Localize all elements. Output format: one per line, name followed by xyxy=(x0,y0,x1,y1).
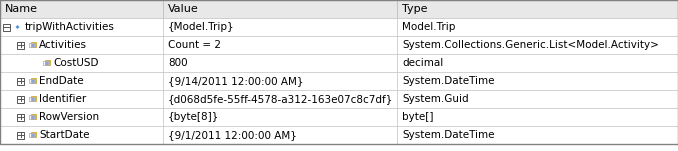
Text: Type: Type xyxy=(402,4,428,14)
Text: {d068d5fe-55ff-4578-a312-163e07c8c7df}: {d068d5fe-55ff-4578-a312-163e07c8c7df} xyxy=(168,94,393,104)
Text: {9/14/2011 12:00:00 AM}: {9/14/2011 12:00:00 AM} xyxy=(168,76,304,86)
Bar xyxy=(397,72,678,90)
Bar xyxy=(397,36,678,54)
Bar xyxy=(397,0,678,18)
Text: byte[]: byte[] xyxy=(402,112,433,122)
Bar xyxy=(0,90,163,108)
Bar xyxy=(31,114,36,119)
Bar xyxy=(29,79,35,84)
Bar xyxy=(397,126,678,144)
Text: decimal: decimal xyxy=(402,58,443,68)
Bar xyxy=(29,97,35,101)
Text: {9/1/2011 12:00:00 AM}: {9/1/2011 12:00:00 AM} xyxy=(168,130,297,140)
Bar xyxy=(0,18,163,36)
Bar xyxy=(163,108,397,126)
Text: Name: Name xyxy=(5,4,38,14)
Bar xyxy=(0,0,163,18)
Bar xyxy=(3,24,10,31)
Text: Identifier: Identifier xyxy=(39,94,86,104)
Bar xyxy=(163,36,397,54)
Text: {Model.Trip}: {Model.Trip} xyxy=(168,22,235,32)
Text: CostUSD: CostUSD xyxy=(53,58,98,68)
Polygon shape xyxy=(15,25,20,29)
Bar xyxy=(31,132,36,137)
Bar xyxy=(17,132,24,138)
Bar xyxy=(397,108,678,126)
Text: System.Guid: System.Guid xyxy=(402,94,468,104)
Bar xyxy=(163,126,397,144)
Bar xyxy=(29,133,35,137)
Bar xyxy=(17,114,24,120)
Text: tripWithActivities: tripWithActivities xyxy=(25,22,115,32)
Bar xyxy=(397,90,678,108)
Bar xyxy=(31,78,36,83)
Bar xyxy=(31,42,36,47)
Text: Value: Value xyxy=(168,4,199,14)
Text: EndDate: EndDate xyxy=(39,76,83,86)
Bar xyxy=(17,42,24,48)
Bar xyxy=(163,54,397,72)
Bar xyxy=(163,18,397,36)
Bar xyxy=(163,90,397,108)
Text: Model.Trip: Model.Trip xyxy=(402,22,456,32)
Bar xyxy=(0,126,163,144)
Text: System.DateTime: System.DateTime xyxy=(402,130,494,140)
Bar xyxy=(29,43,35,47)
Text: RowVersion: RowVersion xyxy=(39,112,99,122)
Text: Activities: Activities xyxy=(39,40,87,50)
Bar xyxy=(43,61,49,65)
Bar xyxy=(397,18,678,36)
Bar xyxy=(17,95,24,103)
Bar xyxy=(0,72,163,90)
Text: System.DateTime: System.DateTime xyxy=(402,76,494,86)
Bar xyxy=(45,60,50,65)
Text: System.Collections.Generic.List<Model.Activity>: System.Collections.Generic.List<Model.Ac… xyxy=(402,40,659,50)
Bar xyxy=(29,115,35,119)
Text: 800: 800 xyxy=(168,58,188,68)
Bar xyxy=(163,72,397,90)
Bar xyxy=(17,77,24,85)
Bar xyxy=(163,0,397,18)
Bar xyxy=(0,108,163,126)
Bar xyxy=(0,54,163,72)
Text: Count = 2: Count = 2 xyxy=(168,40,221,50)
Bar xyxy=(0,36,163,54)
Text: StartDate: StartDate xyxy=(39,130,89,140)
Bar xyxy=(31,96,36,101)
Text: {byte[8]}: {byte[8]} xyxy=(168,112,220,122)
Bar xyxy=(397,54,678,72)
